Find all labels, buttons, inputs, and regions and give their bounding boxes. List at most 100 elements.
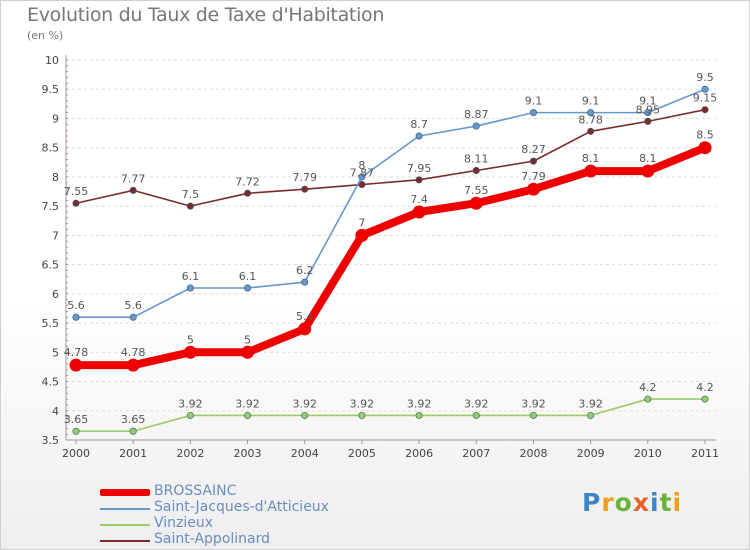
y-tick-label: 4 bbox=[52, 405, 59, 418]
data-point bbox=[298, 322, 312, 336]
data-point bbox=[241, 345, 255, 359]
data-point bbox=[584, 164, 598, 178]
chart-unit: (en %) bbox=[27, 29, 64, 42]
series-line bbox=[75, 398, 706, 433]
data-label: 8 bbox=[358, 159, 365, 172]
data-point bbox=[301, 278, 309, 286]
data-label: 8.1 bbox=[639, 152, 657, 165]
data-label: 3.92 bbox=[292, 397, 317, 410]
data-point bbox=[529, 109, 537, 117]
data-label: 4.2 bbox=[696, 381, 714, 394]
data-label: 7.5 bbox=[182, 188, 200, 201]
data-point bbox=[644, 117, 652, 125]
data-point bbox=[472, 122, 480, 130]
data-point bbox=[415, 132, 423, 140]
data-point bbox=[72, 427, 80, 435]
data-point bbox=[358, 181, 366, 189]
series-line bbox=[75, 88, 706, 319]
data-label: 3.92 bbox=[521, 397, 546, 410]
data-point bbox=[186, 284, 194, 292]
data-point bbox=[129, 427, 137, 435]
data-point bbox=[701, 106, 709, 114]
legend-swatch bbox=[100, 489, 150, 496]
data-point bbox=[701, 85, 709, 93]
data-label: 3.65 bbox=[121, 413, 146, 426]
data-point bbox=[415, 176, 423, 184]
logo-letter: P bbox=[582, 488, 602, 517]
data-label: 8.7 bbox=[410, 118, 428, 131]
data-point bbox=[69, 358, 83, 372]
data-label: 8.87 bbox=[464, 108, 489, 121]
y-tick-label: 3.5 bbox=[42, 434, 60, 447]
data-point bbox=[587, 109, 595, 117]
chart-title: Evolution du Taux de Taxe d'Habitation bbox=[27, 4, 385, 26]
y-tick-label: 7.5 bbox=[42, 200, 60, 213]
data-point bbox=[644, 395, 652, 403]
legend-label: Saint-Appolinard bbox=[154, 531, 271, 547]
x-tick-label: 2008 bbox=[519, 447, 547, 460]
data-label: 3.92 bbox=[178, 397, 203, 410]
data-point bbox=[72, 313, 80, 321]
x-tick-label: 2010 bbox=[634, 447, 662, 460]
data-label: 6.2 bbox=[296, 264, 314, 277]
x-tick-label: 2000 bbox=[62, 447, 90, 460]
x-tick-label: 2006 bbox=[405, 447, 433, 460]
data-point bbox=[358, 411, 366, 419]
y-tick-label: 7 bbox=[52, 229, 59, 242]
legend-swatch bbox=[100, 540, 150, 542]
series-line bbox=[72, 143, 709, 370]
data-label: 9.5 bbox=[696, 71, 714, 84]
data-point bbox=[72, 199, 80, 207]
y-tick-label: 8 bbox=[52, 171, 59, 184]
y-tick-label: 5 bbox=[52, 346, 59, 359]
data-point bbox=[469, 196, 483, 210]
data-label: 9.1 bbox=[525, 95, 543, 108]
data-label: 4.2 bbox=[639, 381, 657, 394]
data-point bbox=[183, 345, 197, 359]
data-label: 7.77 bbox=[121, 172, 146, 185]
data-label: 6.1 bbox=[182, 270, 200, 283]
data-label: 8.27 bbox=[521, 143, 546, 156]
data-label: 5 bbox=[244, 333, 251, 346]
data-point bbox=[529, 157, 537, 165]
x-tick-label: 2011 bbox=[691, 447, 719, 460]
data-label: 9.1 bbox=[639, 95, 657, 108]
y-tick-label: 9.5 bbox=[42, 83, 60, 96]
data-label: 6.1 bbox=[239, 270, 257, 283]
data-point bbox=[701, 395, 709, 403]
data-point bbox=[529, 411, 537, 419]
data-point bbox=[472, 166, 480, 174]
data-point bbox=[129, 313, 137, 321]
legend-label: BROSSAINC bbox=[154, 483, 237, 499]
x-tick-label: 2004 bbox=[291, 447, 319, 460]
data-point bbox=[186, 411, 194, 419]
data-label: 8.5 bbox=[696, 129, 714, 142]
data-point bbox=[301, 185, 309, 193]
data-label: 5 bbox=[187, 333, 194, 346]
y-tick-label: 9 bbox=[52, 112, 59, 125]
data-point bbox=[186, 202, 194, 210]
data-point bbox=[244, 189, 252, 197]
data-point bbox=[641, 164, 655, 178]
x-tick-label: 2003 bbox=[234, 447, 262, 460]
data-label: 8.78 bbox=[578, 113, 603, 126]
data-point bbox=[355, 228, 369, 242]
x-tick-label: 2009 bbox=[577, 447, 605, 460]
data-label: 7.55 bbox=[64, 185, 89, 198]
data-label: 8.11 bbox=[464, 152, 489, 165]
data-label: 4.78 bbox=[64, 346, 89, 359]
y-tick-label: 10 bbox=[45, 54, 59, 67]
logo-letter: i bbox=[672, 488, 683, 517]
data-label: 3.92 bbox=[407, 397, 432, 410]
data-label: 8.1 bbox=[582, 152, 600, 165]
data-label: 7.55 bbox=[464, 184, 489, 197]
proxiti-logo: Proxiti bbox=[582, 488, 682, 517]
data-point bbox=[244, 284, 252, 292]
series-line bbox=[75, 108, 706, 207]
data-label: 3.92 bbox=[235, 397, 260, 410]
data-label: 8.95 bbox=[636, 103, 661, 116]
y-tick-label: 5.5 bbox=[42, 317, 60, 330]
logo-letter: i bbox=[650, 488, 660, 517]
x-tick-label: 2007 bbox=[462, 447, 490, 460]
